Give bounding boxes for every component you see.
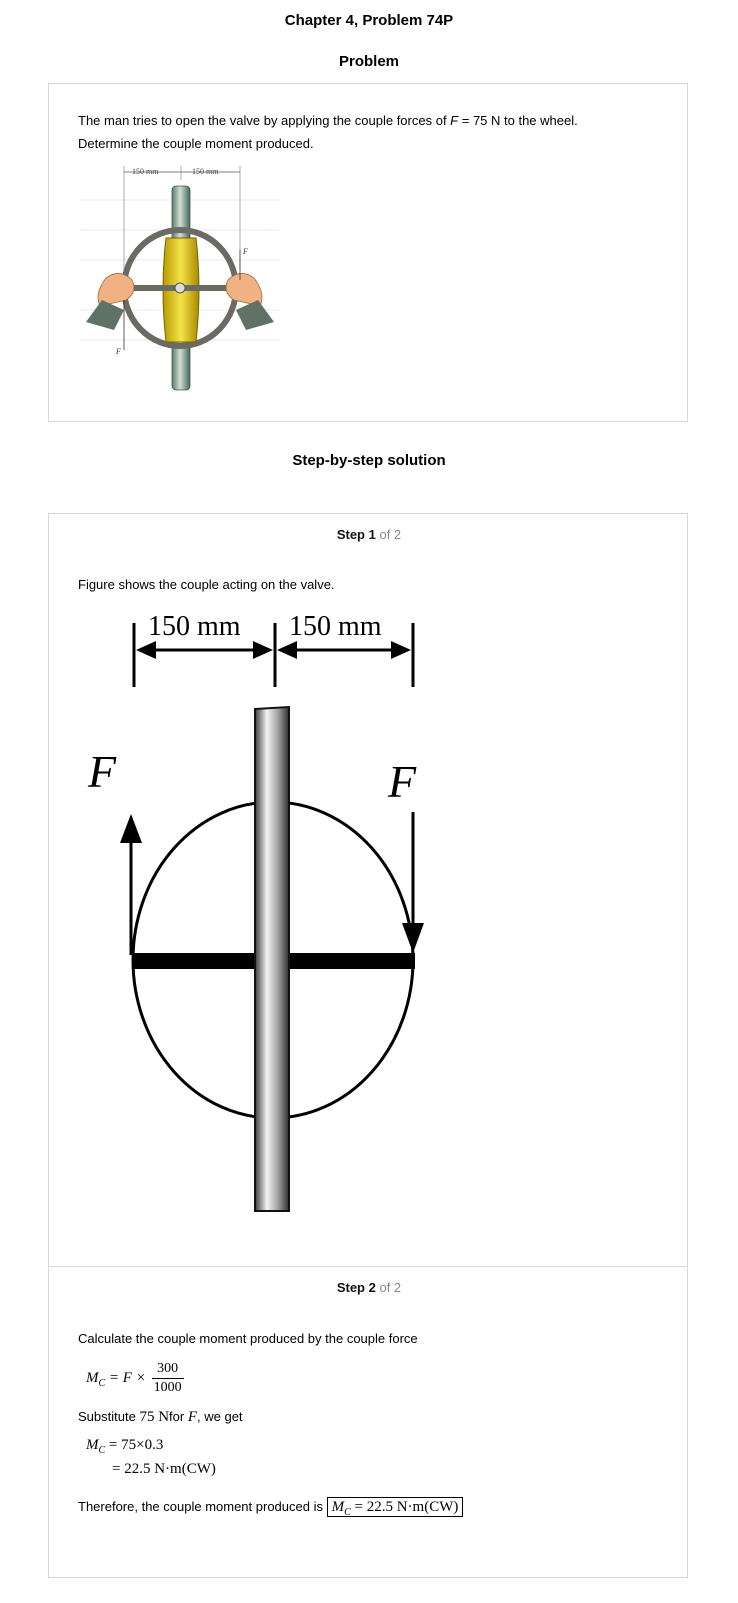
equation-2-line2: = 22.5 N·m(CW) xyxy=(112,1461,216,1477)
problem-text-part1: The man tries to open the valve by apply… xyxy=(78,113,451,128)
dim-arrowhead xyxy=(136,641,156,659)
force-label-right: F xyxy=(387,756,417,807)
dim-label-left: 150 mm xyxy=(148,611,241,642)
final-sub: C xyxy=(344,1507,351,1518)
subst-post: , we get xyxy=(197,1409,243,1424)
eq1-lhs: M xyxy=(86,1369,99,1386)
dim-label-right: 150 mm xyxy=(289,611,382,642)
subst-val: 75 N xyxy=(139,1409,170,1425)
eq1-den: 1000 xyxy=(153,1380,182,1395)
eq2-lhs: M xyxy=(86,1437,99,1453)
equation-1: MC = F × 300 1000 xyxy=(86,1360,186,1397)
step1-of: of 2 xyxy=(379,527,402,542)
page-title: Chapter 4, Problem 74P xyxy=(284,12,454,29)
problem-figure-dim-right: 150 mm xyxy=(192,167,219,176)
substitute-line: Substitute 75 Nfor F, we get xyxy=(78,1405,243,1429)
eq1-sub: C xyxy=(98,1377,106,1389)
problem-text-line2: Determine the couple moment produced. xyxy=(78,136,314,151)
equation-2-line1: MC = 75×0.3 xyxy=(86,1437,164,1456)
eq1-rhs: = F × xyxy=(108,1369,146,1386)
problem-figure-dim-left: 150 mm xyxy=(132,167,159,176)
problem-box xyxy=(48,83,688,422)
solution-heading: Step-by-step solution xyxy=(292,452,446,469)
final-answer-box: MC = 22.5 N·m(CW) xyxy=(326,1497,464,1518)
valve-stem xyxy=(254,705,290,1212)
step2-text1: Calculate the couple moment produced by … xyxy=(78,1331,418,1346)
eq1-num: 300 xyxy=(151,1360,184,1379)
final-lhs: M xyxy=(331,1499,345,1515)
problem-figure: 150 mm 150 mm F F xyxy=(80,160,280,392)
conclusion-text: Therefore, the couple moment produced is xyxy=(78,1499,323,1514)
step2-of: of 2 xyxy=(379,1280,402,1295)
step2-box xyxy=(48,1266,688,1578)
subst-pre: Substitute xyxy=(78,1409,136,1424)
force-arrowhead-left xyxy=(120,814,142,843)
dim-arrowhead xyxy=(391,641,411,659)
force-arrowhead-right xyxy=(402,923,424,953)
subst-for: for xyxy=(169,1409,185,1424)
problem-text-var: F xyxy=(450,113,459,128)
problem-figure-force-label-right: F xyxy=(242,247,248,256)
problem-text: The man tries to open the valve by apply… xyxy=(78,109,578,155)
dim-arrowhead xyxy=(277,641,297,659)
final-answer: = 22.5 N·m(CW) xyxy=(354,1499,459,1515)
step2-label: Step 2 of 2 xyxy=(0,1280,738,1295)
step1-label: Step 1 of 2 xyxy=(0,527,738,542)
problem-heading: Problem xyxy=(338,53,399,70)
subst-var: F xyxy=(187,1409,198,1425)
problem-text-part2: = 75 N to the wheel. xyxy=(458,113,578,128)
step1-text: Figure shows the couple acting on the va… xyxy=(78,577,335,592)
eq2-sub: C xyxy=(98,1445,106,1456)
dim-arrowhead xyxy=(253,641,273,659)
conclusion-line: Therefore, the couple moment produced is… xyxy=(78,1495,464,1520)
valve-couple-diagram: 150 mm 150 mm F F xyxy=(87,611,424,1212)
step2-title: Step 2 xyxy=(336,1280,376,1295)
eq2-line1: = 75×0.3 xyxy=(108,1437,164,1453)
step1-title: Step 1 xyxy=(336,527,376,542)
eq1-fraction: 300 1000 xyxy=(151,1360,184,1397)
force-label-left: F xyxy=(87,746,117,797)
problem-figure-force-label-left: F xyxy=(115,347,121,356)
